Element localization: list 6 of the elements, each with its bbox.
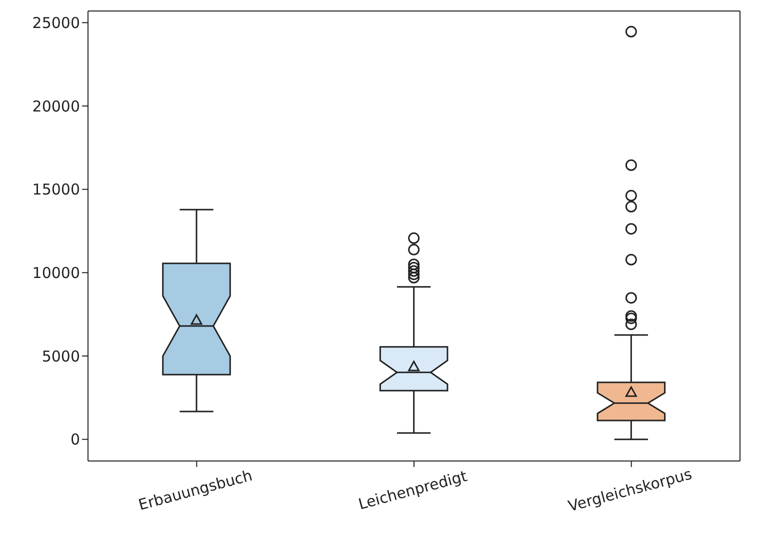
y-tick-label: 0	[70, 430, 80, 449]
y-tick-label: 10000	[32, 264, 80, 282]
y-tick-label: 15000	[32, 180, 80, 199]
y-tick-label: 5000	[42, 347, 80, 366]
y-tick-label: 20000	[32, 97, 80, 116]
y-tick-label: 25000	[32, 14, 80, 32]
